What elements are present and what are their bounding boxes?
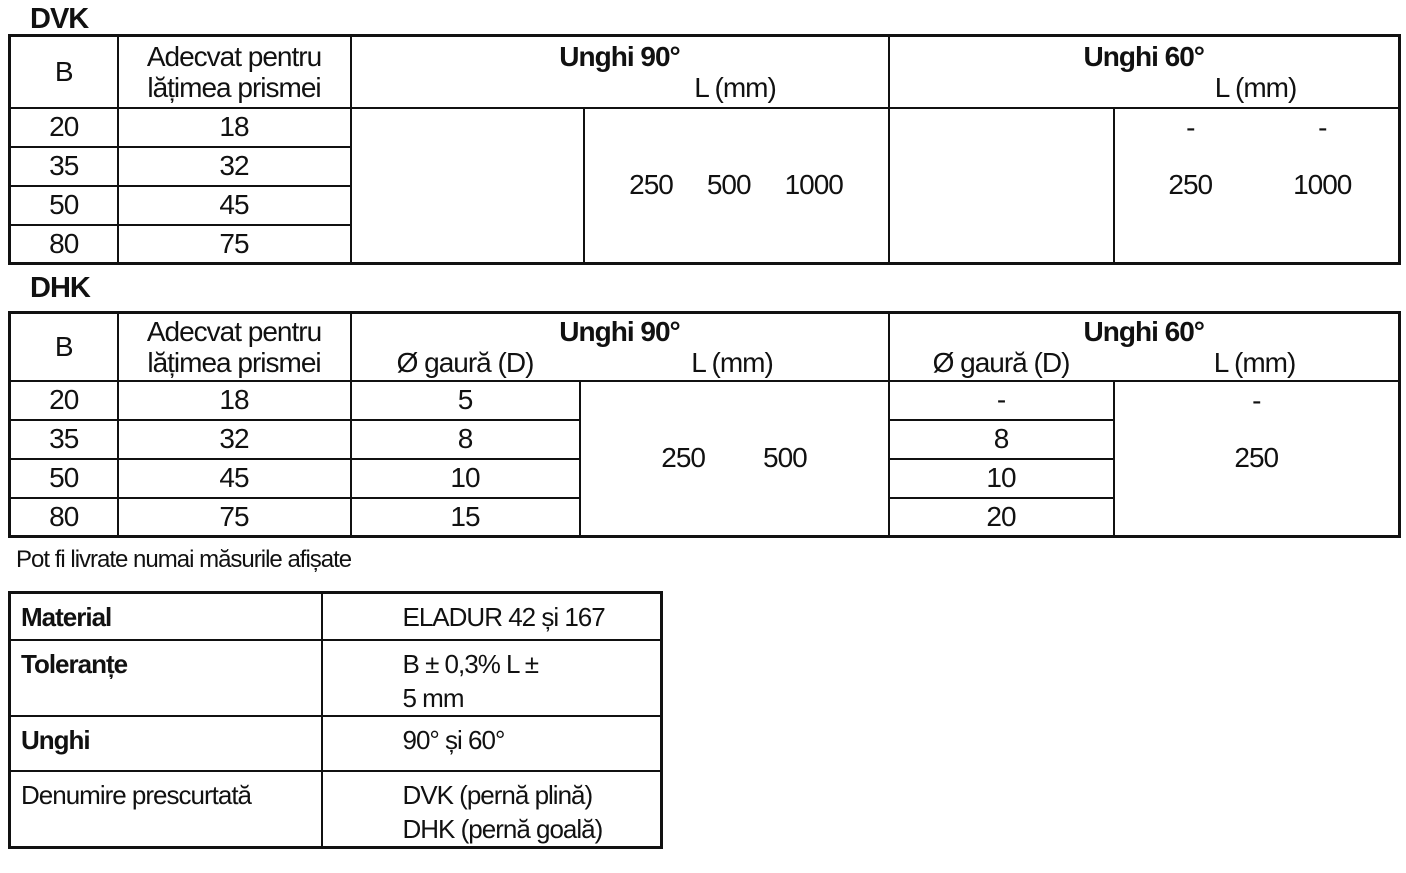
dvk-header-adecvat-line1: Adecvat pentru — [146, 40, 322, 72]
spec-label-denumire: Denumire prescurtată — [8, 769, 323, 849]
dhk-header-adecvat-line1: Adecvat pentru — [146, 315, 322, 347]
dvk-header-b: B — [8, 34, 119, 109]
dvk-b-cell: 50 — [8, 184, 119, 226]
dhk-header-unghi60-lmm: L (mm) — [1213, 346, 1297, 378]
dhk-prism-cell: 45 — [116, 457, 352, 499]
dvk-prism-cell: 32 — [116, 145, 352, 187]
dhk-header-unghi90-lmm: L (mm) — [691, 346, 774, 378]
dvk-length-value: 1000 — [1293, 169, 1352, 201]
dhk-table: B Adecvat pentru lățimea prismei Unghi 9… — [8, 311, 1401, 538]
dhk-row-3: 50 45 10 10 — [8, 457, 1400, 499]
dvk-b-cell: 80 — [8, 223, 119, 265]
dhk-header-gaura90: Ø gaură (D) — [396, 346, 535, 378]
dhk-header-unghi90: Unghi 90° Ø gaură (D) L (mm) — [349, 311, 890, 382]
dhk-row-4: 80 75 15 20 — [8, 496, 1400, 538]
dhk-unghi90-lengths-cell: 250 500 — [578, 379, 890, 538]
dvk-header-adecvat: Adecvat pentru lățimea prismei — [116, 34, 352, 109]
dvk-unghi60-dash: - — [1318, 112, 1327, 143]
spec-value-tolerante-line1: B ± 0,3% L ± — [402, 648, 540, 679]
spec-value-denumire-line1: DVK (pernă plină) — [402, 779, 594, 810]
delivery-note: Pot fi livrate numai măsurile afișate — [16, 546, 352, 573]
dvk-length-value: 250 — [629, 169, 674, 201]
dvk-table-title: DVK — [30, 3, 89, 35]
dvk-b-cell: 20 — [8, 106, 119, 148]
dvk-prism-cell: 45 — [116, 184, 352, 226]
dhk-b-cell: 50 — [8, 457, 119, 499]
dhk-b-cell: 35 — [8, 418, 119, 460]
dhk-unghi60-dash: - — [1252, 385, 1261, 416]
dvk-unghi90-lengths-cell: 250 500 1000 — [582, 106, 890, 265]
dhk-header-b: B — [8, 311, 119, 382]
dhk-header-unghi60: Unghi 60° Ø gaură (D) L (mm) — [887, 311, 1401, 382]
spec-value-denumire-line2: DHK (pernă goală) — [402, 813, 604, 844]
dvk-header-unghi60-lmm: L (mm) — [1214, 71, 1298, 103]
dhk-unghi60-length-cell: - 250 — [1112, 379, 1401, 538]
dvk-header-unghi90: Unghi 90° L (mm) — [349, 34, 890, 109]
dhk-hole90-cell: 8 — [349, 418, 581, 460]
dvk-prism-cell: 75 — [116, 223, 352, 265]
spec-row-material: Material ELADUR 42 și 167 — [8, 591, 663, 641]
dhk-hole60-cell: 10 — [887, 457, 1115, 499]
spec-label-unghi: Unghi — [8, 714, 323, 772]
spec-value-material: ELADUR 42 și 167 — [402, 602, 606, 632]
dhk-length-value: 250 — [1234, 442, 1279, 474]
dhk-hole60-cell: - — [887, 379, 1115, 421]
dhk-row-2: 35 32 8 8 — [8, 418, 1400, 460]
dhk-prism-cell: 18 — [116, 379, 352, 421]
dhk-hole90-cell: 15 — [349, 496, 581, 538]
dvk-table: B Adecvat pentru lățimea prismei Unghi 9… — [8, 34, 1401, 265]
dvk-row-4: 80 75 — [8, 223, 1400, 265]
dhk-table-title: DHK — [30, 272, 91, 304]
dvk-b-cell: 35 — [8, 145, 119, 187]
dvk-unghi90-empty-cell — [349, 106, 585, 265]
spec-label-material: Material — [8, 591, 323, 641]
dvk-unghi60-empty-cell — [887, 106, 1115, 265]
spec-value-unghi: 90° și 60° — [402, 724, 506, 755]
dhk-hole60-cell: 20 — [887, 496, 1115, 538]
dvk-row-1: 20 18 250 500 1000 - - 250 — [8, 106, 1401, 265]
dhk-prism-cell: 75 — [116, 496, 352, 538]
dvk-length-value: 1000 — [784, 169, 844, 201]
spec-label-tolerante: Toleranțe — [8, 638, 323, 717]
dvk-length-value: 250 — [1168, 169, 1213, 201]
spec-value-tolerante-line2: 5 mm — [402, 682, 465, 713]
dvk-unghi60-dash: - — [1186, 112, 1195, 143]
spec-row-unghi: Unghi 90° și 60° — [8, 714, 663, 772]
dhk-hole60-cell: 8 — [887, 418, 1115, 460]
spec-row-tolerante: Toleranțe B ± 0,3% L ± 5 mm — [8, 638, 663, 717]
dvk-header-adecvat-line2: lățimea prismei — [147, 71, 321, 103]
dvk-row-2: 35 32 — [8, 145, 1400, 187]
dvk-length-value: 500 — [706, 169, 752, 201]
dvk-header-unghi60-title: Unghi 60° — [1083, 40, 1205, 72]
dhk-b-cell: 80 — [8, 496, 119, 538]
dhk-row-1: 20 18 5 250 500 - - 250 — [8, 379, 1401, 538]
dhk-header-gaura60: Ø gaură (D) — [932, 346, 1071, 378]
dvk-header-unghi60: Unghi 60° L (mm) — [887, 34, 1401, 109]
dvk-unghi60-lengths-cell: - - 250 1000 — [1112, 106, 1401, 265]
dvk-row-3: 50 45 — [8, 184, 1400, 226]
dhk-header-adecvat-line2: lățimea prismei — [147, 346, 321, 378]
dhk-prism-cell: 32 — [116, 418, 352, 460]
dhk-hole90-cell: 5 — [349, 379, 581, 421]
dhk-length-value: 250 — [661, 442, 706, 474]
dvk-prism-cell: 18 — [116, 106, 352, 148]
dhk-header-adecvat: Adecvat pentru lățimea prismei — [116, 311, 352, 382]
dhk-hole90-cell: 10 — [349, 457, 581, 499]
dvk-header-unghi90-lmm: L (mm) — [694, 71, 777, 103]
dhk-b-cell: 20 — [8, 379, 119, 421]
spec-table: Material ELADUR 42 și 167 Toleranțe B ± … — [8, 591, 663, 849]
dhk-header-unghi60-title: Unghi 60° — [1083, 315, 1205, 347]
dhk-header-unghi90-title: Unghi 90° — [559, 315, 680, 347]
spec-row-denumire: Denumire prescurtată DVK (pernă plină) D… — [8, 769, 663, 849]
dhk-length-value: 500 — [763, 442, 808, 474]
dvk-header-unghi90-title: Unghi 90° — [559, 40, 680, 72]
